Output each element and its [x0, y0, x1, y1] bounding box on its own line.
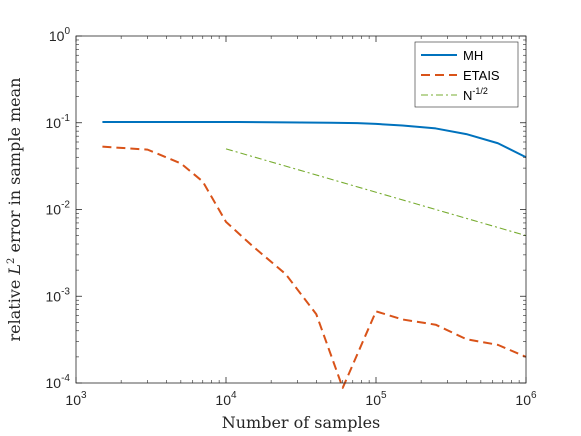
y-tick-label: 10-1 [46, 113, 71, 131]
y-tick-label: 10-3 [46, 286, 71, 304]
y-axis-label: relative L2 error in sample mean [5, 78, 24, 342]
legend-label-1: ETAIS [463, 68, 500, 83]
y-tick-label: 100 [49, 26, 71, 44]
series-layer [102, 121, 527, 389]
axes-frame [75, 35, 527, 384]
x-tick-label: 106 [515, 390, 537, 408]
x-tick-label: 105 [365, 390, 387, 408]
x-tick-label: 103 [65, 390, 87, 408]
legend-label-2: N-1/2 [463, 86, 488, 103]
legend-label-0: MH [463, 48, 483, 63]
series-line-0 [102, 121, 527, 159]
x-axis-label: Number of samples [222, 413, 381, 432]
y-tick-label: 10-4 [46, 373, 71, 391]
series-line-2 [225, 148, 527, 237]
legend: MH ETAIS N-1/2 [414, 41, 519, 108]
legend-box [414, 41, 519, 108]
series-line-1 [102, 145, 527, 389]
x-tick-label: 104 [215, 390, 237, 408]
y-tick-label: 10-2 [46, 200, 71, 218]
axes-layer: 103 104 105 106 10-4 10-3 10-2 10-1 100 [46, 26, 537, 408]
